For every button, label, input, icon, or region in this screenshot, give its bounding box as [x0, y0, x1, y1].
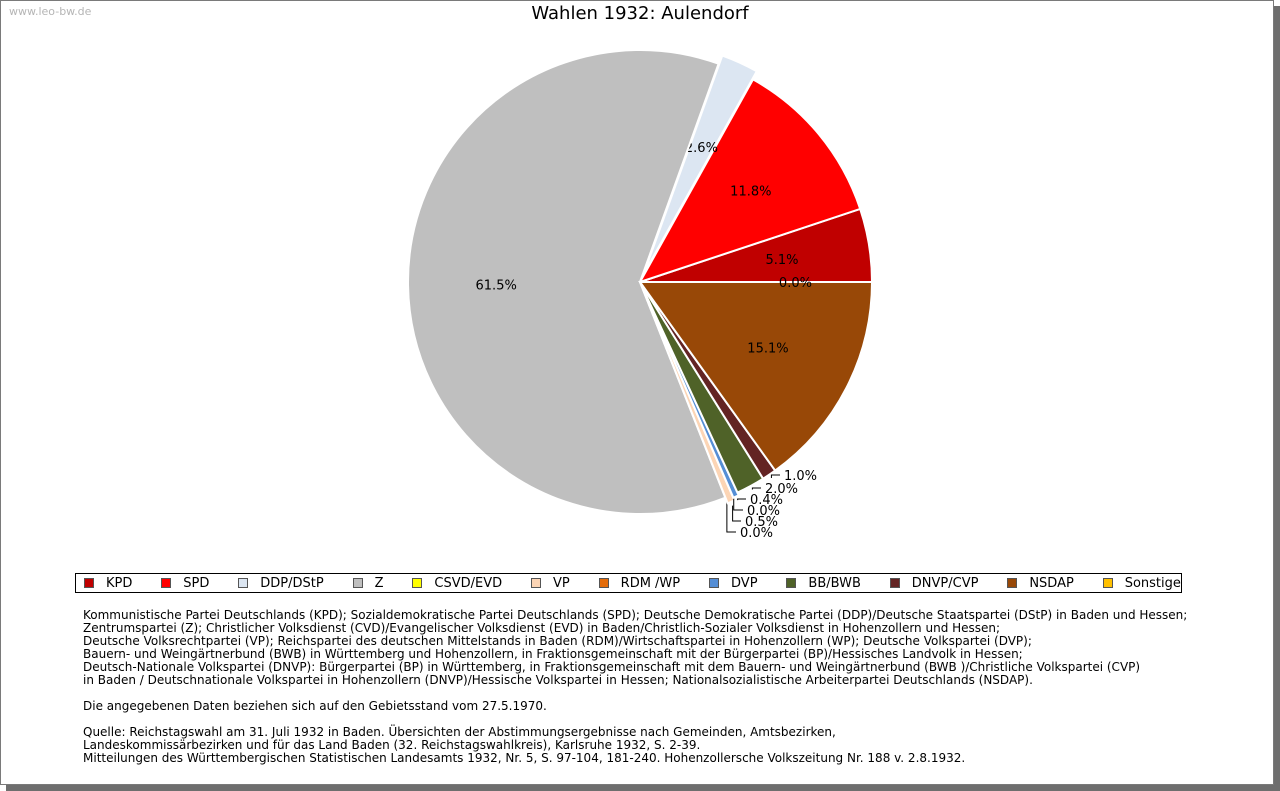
legend: KPD SPD DDP/DStP Z CSVD/EVD VP RDM /WP DVP BB/BW…: [75, 573, 1182, 593]
legend-swatch: [352, 578, 363, 588]
legend-label: DVP: [731, 575, 758, 591]
chart-title: Wahlen 1932: Aulendorf: [531, 3, 749, 24]
legend-swatch: [412, 578, 423, 588]
legend-item: Sonstige: [1102, 575, 1181, 591]
slice-value-label: 1.0%: [784, 469, 817, 484]
party-note-line: Deutsch-Nationale Volkspartei (DNVP): Bü…: [83, 660, 1141, 674]
leader-line: [770, 474, 780, 479]
pie-slice-nsdap: [638, 281, 874, 472]
pie-slice-z: [407, 49, 727, 515]
slice-value-label: 2.0%: [765, 482, 798, 497]
source-line: Quelle: Reichstagswahl am 31. Juli 1932 …: [83, 725, 836, 739]
slice-value-label: 0.5%: [745, 515, 778, 530]
legend-swatch: [238, 578, 249, 588]
slice-value-label: 15.1%: [747, 342, 788, 357]
legend-item: BB/BWB: [786, 575, 861, 591]
legend-label: KPD: [106, 575, 133, 591]
legend-item: SPD: [161, 576, 209, 591]
legend-item: VP: [531, 576, 570, 591]
leader-line: [726, 501, 736, 533]
legend-label: DNVP/CVP: [911, 575, 979, 591]
legend-swatch: [709, 578, 720, 588]
legend-label: NSDAP: [1029, 575, 1074, 591]
slice-value-label: 11.8%: [730, 184, 771, 199]
legend-label: VP: [553, 575, 570, 591]
leader-line: [733, 498, 743, 511]
legend-label: Sonstige: [1124, 575, 1181, 591]
slice-value-label: 5.1%: [765, 253, 798, 268]
legend-item: Z: [352, 575, 384, 591]
notes: Kommunistische Partei Deutschlands (KPD)…: [83, 609, 1233, 765]
legend-item: NSDAP: [1007, 576, 1074, 591]
legend-swatch: [84, 578, 94, 588]
legend-item: DVP: [709, 576, 758, 591]
party-note-line: Kommunistische Partei Deutschlands (KPD)…: [83, 608, 1188, 622]
legend-item: CSVD/EVD: [412, 576, 502, 591]
legend-swatch: [598, 578, 609, 588]
leader-line: [751, 487, 761, 490]
legend-swatch: [1007, 578, 1018, 588]
legend-swatch: [161, 578, 172, 588]
legend-item: KPD: [84, 576, 132, 591]
legend-label: DDP/DStP: [260, 575, 324, 591]
slice-value-label: 2.6%: [685, 141, 718, 156]
legend-swatch: [1102, 578, 1113, 588]
leader-line: [732, 505, 741, 522]
slice-value-label: 0.4%: [750, 493, 783, 508]
legend-label: RDM /WP: [620, 575, 681, 591]
legend-label: SPD: [183, 575, 210, 591]
party-note-line: in Baden / Deutschnationale Volkspartei …: [83, 673, 1033, 687]
watermark: www.leo-bw.de: [9, 5, 92, 18]
source-line: Mitteilungen des Württembergischen Stati…: [83, 751, 966, 765]
slice-value-label: 0.0%: [779, 276, 812, 291]
source-line: Landeskommissärbezirken und für das Land…: [83, 738, 701, 752]
legend-item: DDP/DStP: [238, 575, 324, 591]
legend-label: BB/BWB: [808, 575, 861, 591]
party-note-line: Zentrumspartei (Z); Christlicher Volksdi…: [83, 621, 1001, 635]
legend-swatch: [786, 578, 797, 588]
legend-label: Z: [374, 575, 384, 591]
leader-line: [737, 498, 746, 501]
legend-swatch: [531, 578, 542, 588]
slice-value-label: 0.0%: [740, 526, 773, 541]
slice-value-label: 0.0%: [747, 504, 780, 519]
legend-swatch: [889, 578, 900, 588]
territory-note: Die angegebenen Daten beziehen sich auf …: [83, 699, 547, 713]
pie-slice-ddp-dstp: [642, 54, 759, 275]
pie-slice-spd: [637, 78, 862, 284]
party-note-line: Deutsche Volksrechtpartei (VP); Reichspa…: [83, 634, 1032, 648]
legend-item: DNVP/CVP: [889, 575, 979, 591]
legend-label: CSVD/EVD: [434, 575, 503, 591]
party-note-line: Bauern- und Weingärtnerbund (BWB) in Wür…: [83, 647, 1023, 661]
slice-value-label: 61.5%: [476, 278, 517, 293]
legend-item: RDM /WP: [598, 575, 681, 591]
